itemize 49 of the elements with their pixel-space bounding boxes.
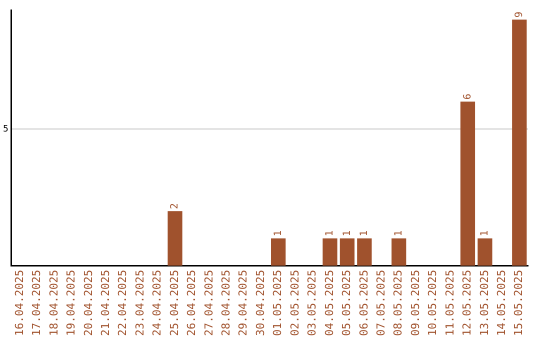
x-tick-label: 21.04.2025: [98, 270, 112, 336]
x-tick-label: 28.04.2025: [220, 270, 233, 336]
x-tick-label: 26.04.2025: [185, 270, 198, 336]
x-tick-label: 17.04.2025: [30, 270, 44, 336]
x-tick-label: 10.05.2025: [426, 270, 440, 336]
data-label: 1: [393, 230, 404, 236]
x-tick-label: 25.04.2025: [168, 270, 181, 336]
x-tick-label: 19.04.2025: [64, 270, 78, 336]
data-label: 2: [170, 203, 181, 210]
x-tick-label: 05.05.2025: [340, 270, 354, 336]
x-tick-label: 29.04.2025: [236, 270, 250, 336]
x-tick-label: 27.04.2025: [202, 270, 216, 336]
data-label: 1: [324, 230, 336, 236]
bar: [512, 20, 527, 266]
x-tick-label: 03.05.2025: [306, 270, 319, 336]
data-label: 6: [462, 94, 474, 100]
x-tick-label: 09.05.2025: [408, 270, 422, 336]
x-tick-label: 04.05.2025: [322, 270, 336, 336]
x-tick-label: 24.04.2025: [150, 270, 164, 336]
x-tick-label: 12.05.2025: [460, 270, 474, 336]
bar: [460, 102, 476, 266]
data-label: 9: [514, 12, 525, 18]
bar: [478, 238, 492, 266]
bar: [271, 238, 286, 266]
x-tick-label: 18.04.2025: [47, 270, 60, 336]
data-label: 1: [272, 230, 284, 236]
data-label: 1: [480, 230, 491, 236]
x-tick-label: 20.04.2025: [82, 270, 95, 336]
x-tick-label: 15.05.2025: [512, 270, 526, 336]
x-tick-label: 08.05.2025: [392, 270, 405, 336]
bar: [168, 211, 182, 266]
x-tick-label: 22.04.2025: [116, 270, 130, 336]
bar: [322, 238, 338, 266]
bar: [357, 238, 372, 266]
x-tick-label: 07.05.2025: [374, 270, 388, 336]
x-tick-label: 02.05.2025: [288, 270, 302, 336]
x-tick-label: 30.04.2025: [254, 270, 267, 336]
x-tick-label: 23.04.2025: [133, 270, 146, 336]
x-tick-label: 13.05.2025: [478, 270, 491, 336]
data-label: 1: [342, 230, 353, 236]
bar: [392, 238, 406, 266]
x-tick-label: 14.05.2025: [495, 270, 508, 336]
bar: [340, 238, 355, 266]
y-tick-label: 5: [2, 124, 8, 134]
data-label: 1: [359, 230, 370, 236]
x-tick-label: 06.05.2025: [357, 270, 370, 336]
x-tick-label: 11.05.2025: [443, 270, 456, 336]
x-tick-label: 16.04.2025: [12, 270, 26, 336]
x-tick-label: 01.05.2025: [271, 270, 284, 336]
